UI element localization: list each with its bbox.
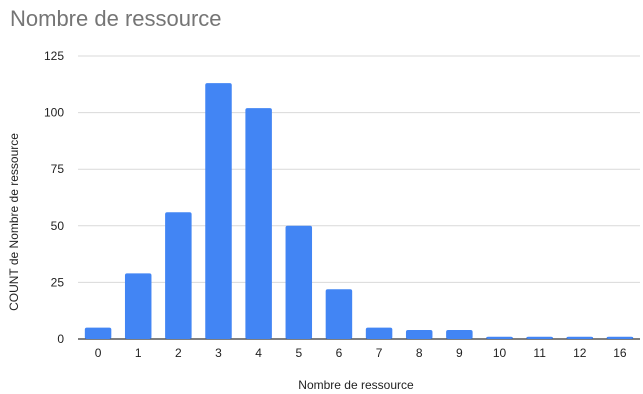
x-tick-label: 5: [295, 346, 302, 360]
bars: [84, 83, 634, 340]
x-tick-label: 4: [255, 346, 262, 360]
chart-title: Nombre de ressource: [10, 6, 222, 31]
x-tick-label: 9: [456, 346, 463, 360]
x-tick-label: 0: [95, 346, 102, 360]
bar: [165, 212, 192, 339]
x-tick-label: 12: [573, 346, 587, 360]
bar: [405, 329, 433, 339]
x-tick-labels: 0 1 2 3 4 5 6 7 8 9 10 11 12 16: [95, 346, 627, 360]
x-tick-label: 10: [493, 346, 507, 360]
y-tick-label: 25: [51, 275, 65, 289]
x-tick-label: 11: [533, 346, 546, 360]
bar: [205, 83, 232, 339]
y-tick-label: 125: [44, 49, 64, 63]
y-axis-title: COUNT de Nombre de ressource: [7, 133, 21, 311]
bar: [606, 336, 634, 339]
y-tick-labels: 0 25 50 75 100 125: [44, 49, 64, 346]
x-tick-label: 16: [613, 346, 627, 360]
x-axis-title: Nombre de ressource: [298, 378, 414, 392]
x-tick-label: 1: [135, 346, 142, 360]
bar: [84, 327, 112, 339]
bar: [526, 336, 553, 339]
y-tick-label: 0: [57, 332, 64, 346]
bar: [566, 336, 594, 339]
bar: [446, 329, 473, 339]
bar: [365, 327, 393, 339]
bar: [285, 225, 313, 339]
x-tick-label: 8: [416, 346, 423, 360]
bar: [124, 273, 152, 339]
x-tick-label: 3: [215, 346, 222, 360]
bar: [325, 289, 353, 339]
gridlines: [78, 55, 640, 340]
bar: [245, 108, 272, 340]
bar: [486, 336, 513, 339]
x-tick-label: 2: [175, 346, 182, 360]
x-tick-label: 7: [376, 346, 383, 360]
y-tick-label: 75: [51, 162, 65, 176]
y-tick-label: 100: [44, 106, 64, 120]
x-tick-label: 6: [336, 346, 343, 360]
y-tick-label: 50: [51, 219, 65, 233]
